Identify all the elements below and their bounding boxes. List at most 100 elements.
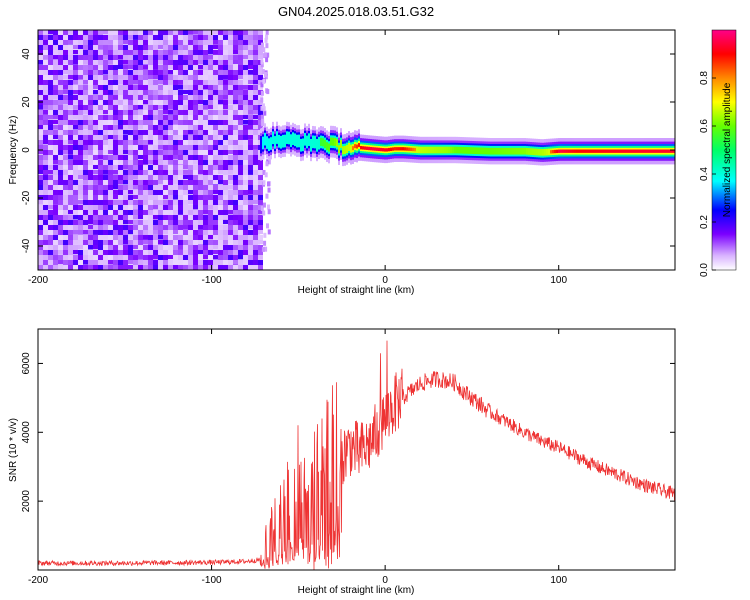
noise-cell bbox=[238, 65, 243, 74]
snr-series-line bbox=[38, 340, 675, 570]
noise-cell bbox=[48, 160, 53, 165]
noise-cell bbox=[168, 195, 173, 200]
noise-cell bbox=[93, 245, 98, 250]
signal-cell bbox=[558, 149, 560, 153]
noise-cell bbox=[43, 65, 48, 72]
noise-cell bbox=[208, 115, 213, 124]
noise-cell bbox=[63, 55, 68, 63]
noise-cell bbox=[188, 35, 193, 43]
noise-cell bbox=[63, 240, 68, 250]
noise-cell bbox=[78, 220, 83, 227]
noise-cell bbox=[103, 35, 108, 42]
noise-cell bbox=[183, 100, 188, 109]
noise-cell bbox=[108, 185, 113, 194]
noise-cell bbox=[143, 50, 148, 55]
noise-cell bbox=[93, 120, 98, 128]
noise-cell bbox=[138, 260, 143, 270]
noise-cell bbox=[118, 205, 123, 212]
noise-cell bbox=[53, 175, 58, 181]
noise-cell bbox=[78, 105, 83, 112]
noise-cell bbox=[218, 90, 223, 96]
noise-cell bbox=[138, 30, 143, 35]
noise-cell bbox=[103, 255, 108, 263]
noise-cell bbox=[148, 95, 153, 104]
noise-cell bbox=[98, 235, 103, 242]
signal-cell bbox=[296, 134, 298, 148]
noise-cell bbox=[98, 135, 103, 141]
noise-cell bbox=[178, 130, 183, 140]
noise-cell bbox=[228, 125, 233, 135]
noise-cell bbox=[38, 125, 43, 130]
noise-cell bbox=[113, 190, 118, 195]
noise-cell bbox=[223, 40, 228, 48]
noise-cell bbox=[38, 165, 43, 173]
noise-cell bbox=[203, 40, 208, 46]
signal-cell bbox=[612, 149, 614, 153]
noise-cell bbox=[133, 175, 138, 180]
noise-cell bbox=[208, 95, 213, 104]
noise-cell bbox=[248, 85, 253, 92]
noise-cell bbox=[113, 75, 118, 84]
signal-cell bbox=[396, 147, 398, 151]
noise-cell bbox=[168, 45, 173, 51]
noise-cell bbox=[163, 45, 168, 51]
noise-cell bbox=[103, 110, 108, 115]
noise-cell bbox=[88, 150, 93, 155]
noise-cell bbox=[208, 110, 213, 117]
noise-cell bbox=[153, 240, 158, 246]
noise-cell bbox=[143, 150, 148, 158]
noise-cell bbox=[173, 85, 178, 94]
signal-cell bbox=[384, 148, 386, 152]
noise-cell bbox=[68, 160, 73, 168]
noise-cell bbox=[258, 160, 263, 168]
noise-cell bbox=[83, 200, 88, 209]
noise-cell bbox=[213, 125, 218, 131]
noise-cell bbox=[233, 125, 238, 132]
noise-cell bbox=[118, 105, 123, 110]
noise-cell bbox=[253, 40, 258, 45]
noise-cell bbox=[208, 30, 213, 37]
noise-cell bbox=[58, 265, 63, 270]
noise-cell bbox=[63, 65, 68, 71]
noise-cell bbox=[108, 165, 113, 173]
noise-cell bbox=[198, 100, 203, 105]
noise-cell bbox=[183, 65, 188, 71]
noise-cell bbox=[238, 50, 243, 56]
noise-cell bbox=[73, 135, 78, 143]
noise-cell bbox=[108, 50, 113, 60]
noise-cell bbox=[253, 245, 258, 251]
noise-cell bbox=[173, 210, 178, 219]
noise-cell bbox=[248, 95, 253, 101]
noise-cell bbox=[153, 235, 158, 241]
noise-cell bbox=[153, 245, 158, 251]
signal-cell bbox=[344, 145, 346, 154]
noise-cell bbox=[258, 70, 263, 78]
noise-cell bbox=[93, 170, 98, 175]
noise-cell bbox=[148, 230, 153, 240]
noise-cell bbox=[73, 205, 78, 212]
noise-cell bbox=[178, 160, 183, 165]
noise-cell bbox=[208, 255, 213, 264]
noise-cell bbox=[198, 55, 203, 61]
noise-cell bbox=[73, 160, 78, 166]
noise-cell bbox=[138, 225, 143, 231]
noise-cell bbox=[128, 155, 133, 163]
noise-cell bbox=[233, 80, 238, 90]
noise-cell bbox=[143, 210, 148, 220]
noise-cell bbox=[73, 225, 78, 234]
noise-cell bbox=[158, 140, 163, 147]
noise-cell bbox=[153, 135, 158, 144]
noise-cell bbox=[178, 140, 183, 146]
y-tick-label: -20 bbox=[21, 190, 32, 205]
noise-cell bbox=[148, 105, 153, 114]
noise-cell bbox=[108, 120, 113, 127]
signal-cell bbox=[640, 149, 642, 153]
noise-cell bbox=[188, 170, 193, 178]
noise-cell bbox=[198, 85, 203, 91]
noise-cell bbox=[178, 240, 183, 250]
noise-cell bbox=[258, 250, 263, 260]
noise-cell bbox=[183, 95, 188, 102]
noise-cell bbox=[118, 130, 123, 137]
noise-cell bbox=[148, 155, 153, 165]
noise-cell bbox=[223, 45, 228, 50]
